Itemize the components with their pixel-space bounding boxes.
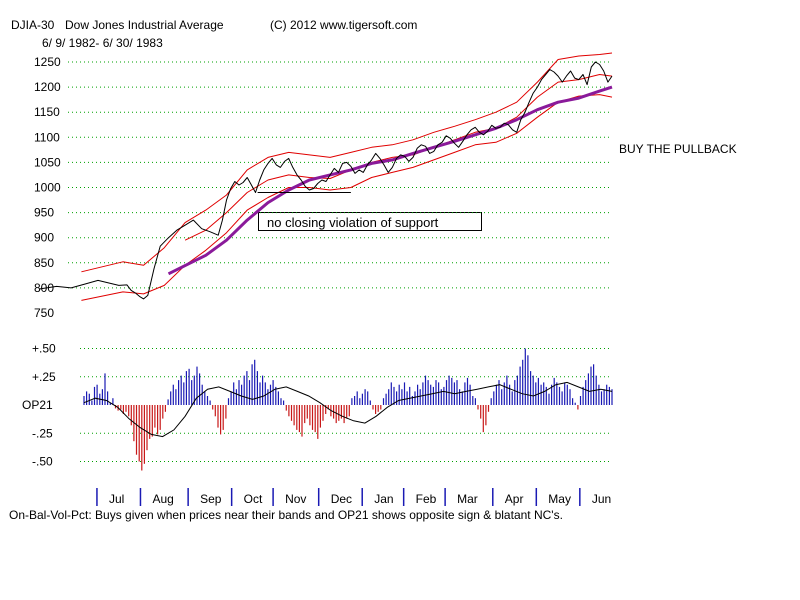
op21-bars (83, 348, 613, 471)
chart-title: Dow Jones Industrial Average (65, 18, 224, 32)
month-label: Dec (331, 492, 352, 506)
price-series (39, 61, 613, 300)
lower-band-line (81, 94, 613, 301)
month-label: Feb (416, 492, 437, 506)
op21-tick-label: +.50 (32, 342, 56, 356)
month-label: Nov (285, 492, 306, 506)
price-line (39, 61, 613, 300)
upper-band-line (81, 52, 613, 273)
month-label: Oct (244, 492, 263, 506)
grid-lines (68, 61, 612, 462)
month-label: Sep (200, 492, 222, 506)
price-tick-label: 1000 (34, 181, 61, 195)
month-label: Jan (374, 492, 393, 506)
price-tick-label: 850 (34, 256, 54, 270)
price-tick-label: 750 (34, 306, 54, 320)
op21-tick-label: OP21 (22, 398, 53, 412)
price-tick-label: 1100 (34, 130, 60, 144)
footer-caption: On-Bal-Vol-Pct: Buys given when prices n… (9, 508, 563, 522)
price-tick-label: 900 (34, 231, 54, 245)
op21-tick-label: -.50 (32, 455, 53, 469)
month-axis: Jul Aug Sep Oct Nov Dec Jan Feb Mar Apr May Jun (96, 488, 611, 506)
month-label: Jun (592, 492, 611, 506)
date-range: 6/ 9/ 1982- 6/ 30/ 1983 (42, 36, 163, 50)
price-y-axis: 125012001150110010501000950900850800750+… (22, 55, 61, 469)
price-tick-label: 1050 (34, 155, 61, 169)
op21-tick-label: -.25 (32, 426, 53, 440)
month-label: Jul (109, 492, 124, 506)
price-tick-label: 1150 (34, 105, 60, 119)
op21-line (83, 381, 613, 438)
op21-tick-label: +.25 (32, 370, 56, 384)
price-tick-label: 950 (34, 206, 54, 220)
month-label: Apr (505, 492, 524, 506)
month-label: May (548, 492, 571, 506)
moving-average-line (167, 85, 613, 276)
price-tick-label: 1250 (34, 55, 61, 69)
price-tick-label: 1200 (34, 80, 61, 94)
month-label: Aug (152, 492, 173, 506)
month-label: Mar (457, 492, 478, 506)
support-annotation: no closing violation of support (267, 215, 439, 230)
copyright: (C) 2012 www.tigersoft.com (270, 18, 418, 32)
support-annotation-box: no closing violation of support (258, 212, 482, 231)
moving-average (167, 85, 613, 276)
signal-annotation: BUY THE PULLBACK (619, 142, 737, 156)
chart-symbol: DJIA-30 (11, 18, 55, 32)
op21-smoothed-line (83, 381, 613, 438)
